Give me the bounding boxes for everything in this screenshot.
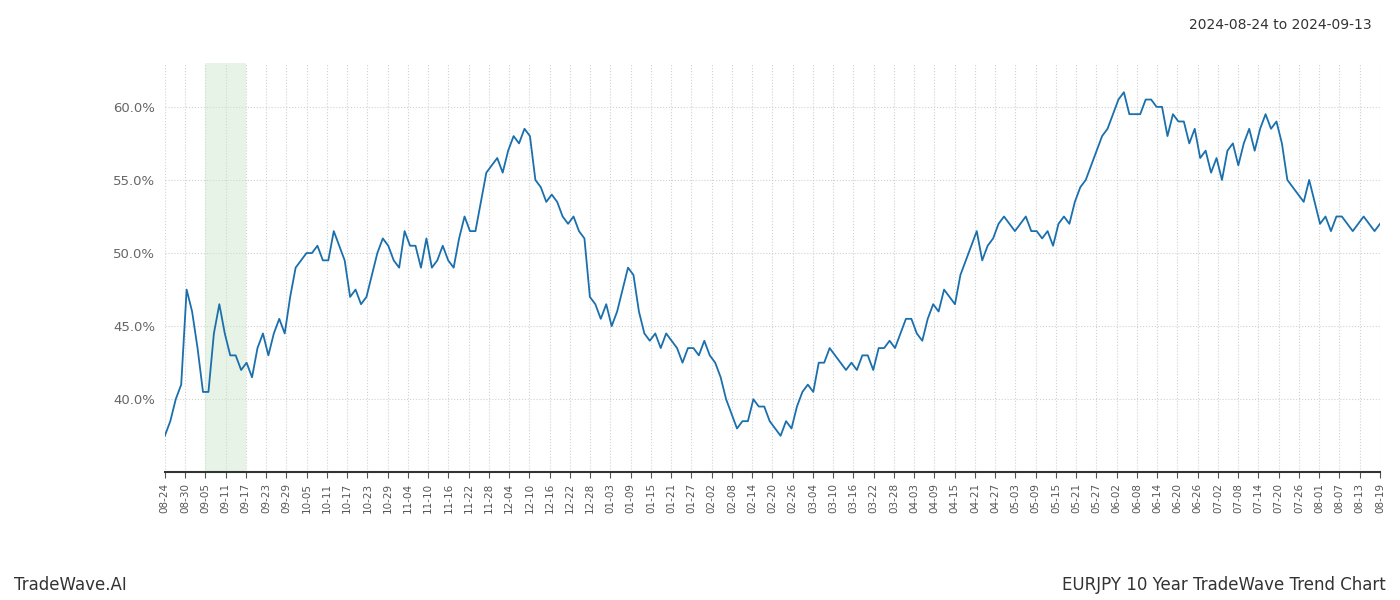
Bar [206,63,246,472]
Text: TradeWave.AI: TradeWave.AI [14,576,127,594]
Text: 2024-08-24 to 2024-09-13: 2024-08-24 to 2024-09-13 [1190,18,1372,32]
Text: EURJPY 10 Year TradeWave Trend Chart: EURJPY 10 Year TradeWave Trend Chart [1063,576,1386,594]
